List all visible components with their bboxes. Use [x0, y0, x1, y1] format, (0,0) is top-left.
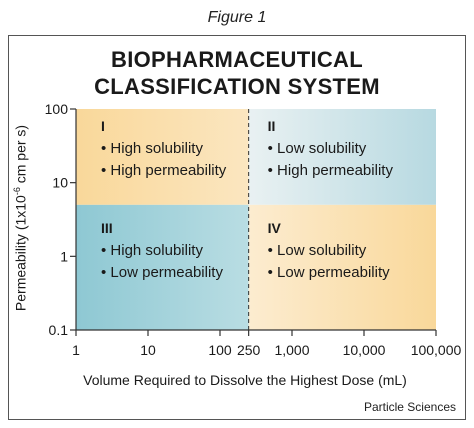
quadrant-I-heading: I	[101, 118, 105, 134]
title-line-1: BIOPHARMACEUTICAL	[111, 47, 363, 72]
quadrant-III	[76, 204, 249, 330]
quadrant-II-line-2: • High permeability	[268, 162, 394, 179]
quadrant-III-heading: III	[101, 220, 113, 236]
figure-caption: Figure 1	[207, 9, 267, 26]
credit: Particle Sciences	[363, 400, 456, 414]
x-tick-label-100,000: 100,000	[411, 342, 462, 358]
y-tick-label-0.1: 0.1	[49, 322, 69, 338]
y-axis-label: Permeability (1x10-6 cm per s)	[12, 124, 29, 312]
quadrant-III-line-1: • High solubility	[101, 242, 203, 259]
quadrant-IV-line-1: • Low solubility	[268, 242, 367, 259]
quadrant-II-heading: II	[268, 118, 276, 134]
quadrant-III-line-2: • Low permeability	[101, 264, 223, 281]
x-tick-label-1: 1	[72, 342, 80, 358]
quadrant-I	[76, 109, 249, 205]
x-axis-label: Volume Required to Dissolve the Highest …	[83, 372, 407, 388]
quadrant-IV-heading: IV	[268, 220, 282, 236]
x-tick-label-1,000: 1,000	[274, 342, 309, 358]
x-tick-label-10: 10	[140, 342, 156, 358]
quadrant-IV-line-2: • Low permeability	[268, 264, 390, 281]
quadrants	[76, 109, 436, 330]
x-tick-label-100: 100	[208, 342, 232, 358]
x-tick-label-250: 250	[237, 342, 261, 358]
quadrant-labels: I • High solubility • High permeability II •…	[101, 118, 393, 281]
quadrant-II	[248, 109, 436, 205]
x-tick-label-10,000: 10,000	[343, 342, 386, 358]
quadrant-II-line-1: • Low solubility	[268, 140, 367, 157]
title-line-2: CLASSIFICATION SYSTEM	[94, 74, 380, 99]
quadrant-I-line-2: • High permeability	[101, 162, 227, 179]
y-tick-label-100: 100	[45, 101, 69, 117]
y-tick-label-10: 10	[52, 175, 68, 191]
y-tick-label-1: 1	[60, 248, 68, 264]
quadrant-I-line-1: • High solubility	[101, 140, 203, 157]
quadrant-IV	[248, 204, 436, 330]
